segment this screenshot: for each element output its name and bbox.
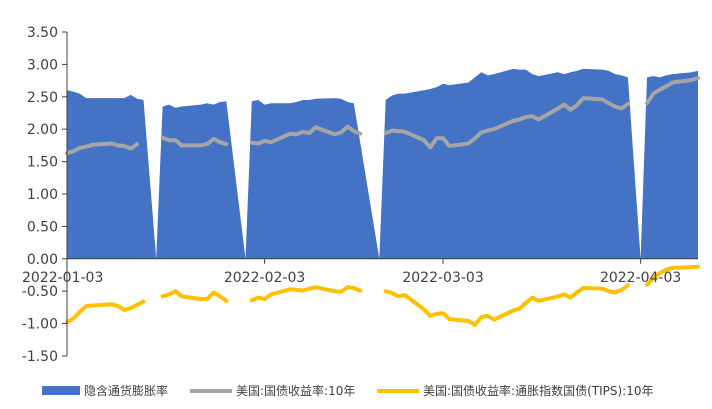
legend: 隐含通货膨胀率 美国:国债收益率:10年 美国:国债收益率:通胀指数国债(TIPS)…	[42, 383, 654, 398]
legend-swatch	[42, 386, 80, 395]
series-line-10y-treasury-segment-2	[160, 135, 229, 148]
legend-item-implied-inflation: 隐含通货膨胀率	[42, 383, 168, 398]
legend-label: 美国:国债收益率:10年	[236, 383, 355, 398]
series-line-10y-treasury-segment-5	[645, 76, 700, 106]
y-tick-label: -0.50	[22, 284, 58, 300]
y-tick-label: 2.50	[27, 90, 58, 106]
y-tick-label: 2.00	[27, 122, 58, 138]
y-tick-label: -1.00	[22, 317, 58, 333]
axes-layer: 3.50 3.00 2.50 2.00 1.50 1.00 0.50 0.00 -0.50 -1.…	[22, 25, 698, 365]
y-tick-label: 0.00	[27, 252, 58, 268]
series-line-10y-treasury-segment-1	[65, 141, 140, 156]
x-tick-label: 2022-02-03	[224, 270, 305, 286]
series-line-10y-treasury-segment-4	[383, 96, 630, 150]
legend-item-10y-tips: 美国:国债收益率:通胀指数国债(TIPS):10年	[377, 383, 654, 398]
series-line-10y-tips-segment-2	[160, 289, 229, 303]
series-line-10y-treasury-segment-3	[249, 124, 363, 146]
series-line-10y-tips-segment-1	[65, 299, 146, 325]
series-line-10y-tips-segment-3	[249, 285, 363, 303]
series-line-10y-tips-segment-5	[645, 264, 700, 287]
series-area-implied-inflation	[67, 68, 698, 259]
area-layer	[67, 68, 698, 259]
x-tick-label: 2022-04-03	[600, 270, 681, 286]
y-tick-label: 0.50	[27, 219, 58, 235]
y-tick-label: -1.50	[22, 349, 58, 365]
x-tick-label: 2022-01-03	[22, 270, 103, 286]
y-tick-label: 1.50	[27, 155, 58, 171]
series-line-10y-tips-segment-4	[383, 283, 630, 327]
legend-label: 隐含通货膨胀率	[84, 383, 168, 398]
y-tick-label: 3.00	[27, 57, 58, 73]
legend-label: 美国:国债收益率:通胀指数国债(TIPS):10年	[423, 383, 654, 398]
line-layer	[65, 76, 700, 327]
legend-item-10y-treasury: 美国:国债收益率:10年	[190, 383, 355, 398]
y-tick-label: 3.50	[27, 25, 58, 41]
y-tick-label: 1.00	[27, 187, 58, 203]
x-tick-label: 2022-03-03	[402, 270, 483, 286]
